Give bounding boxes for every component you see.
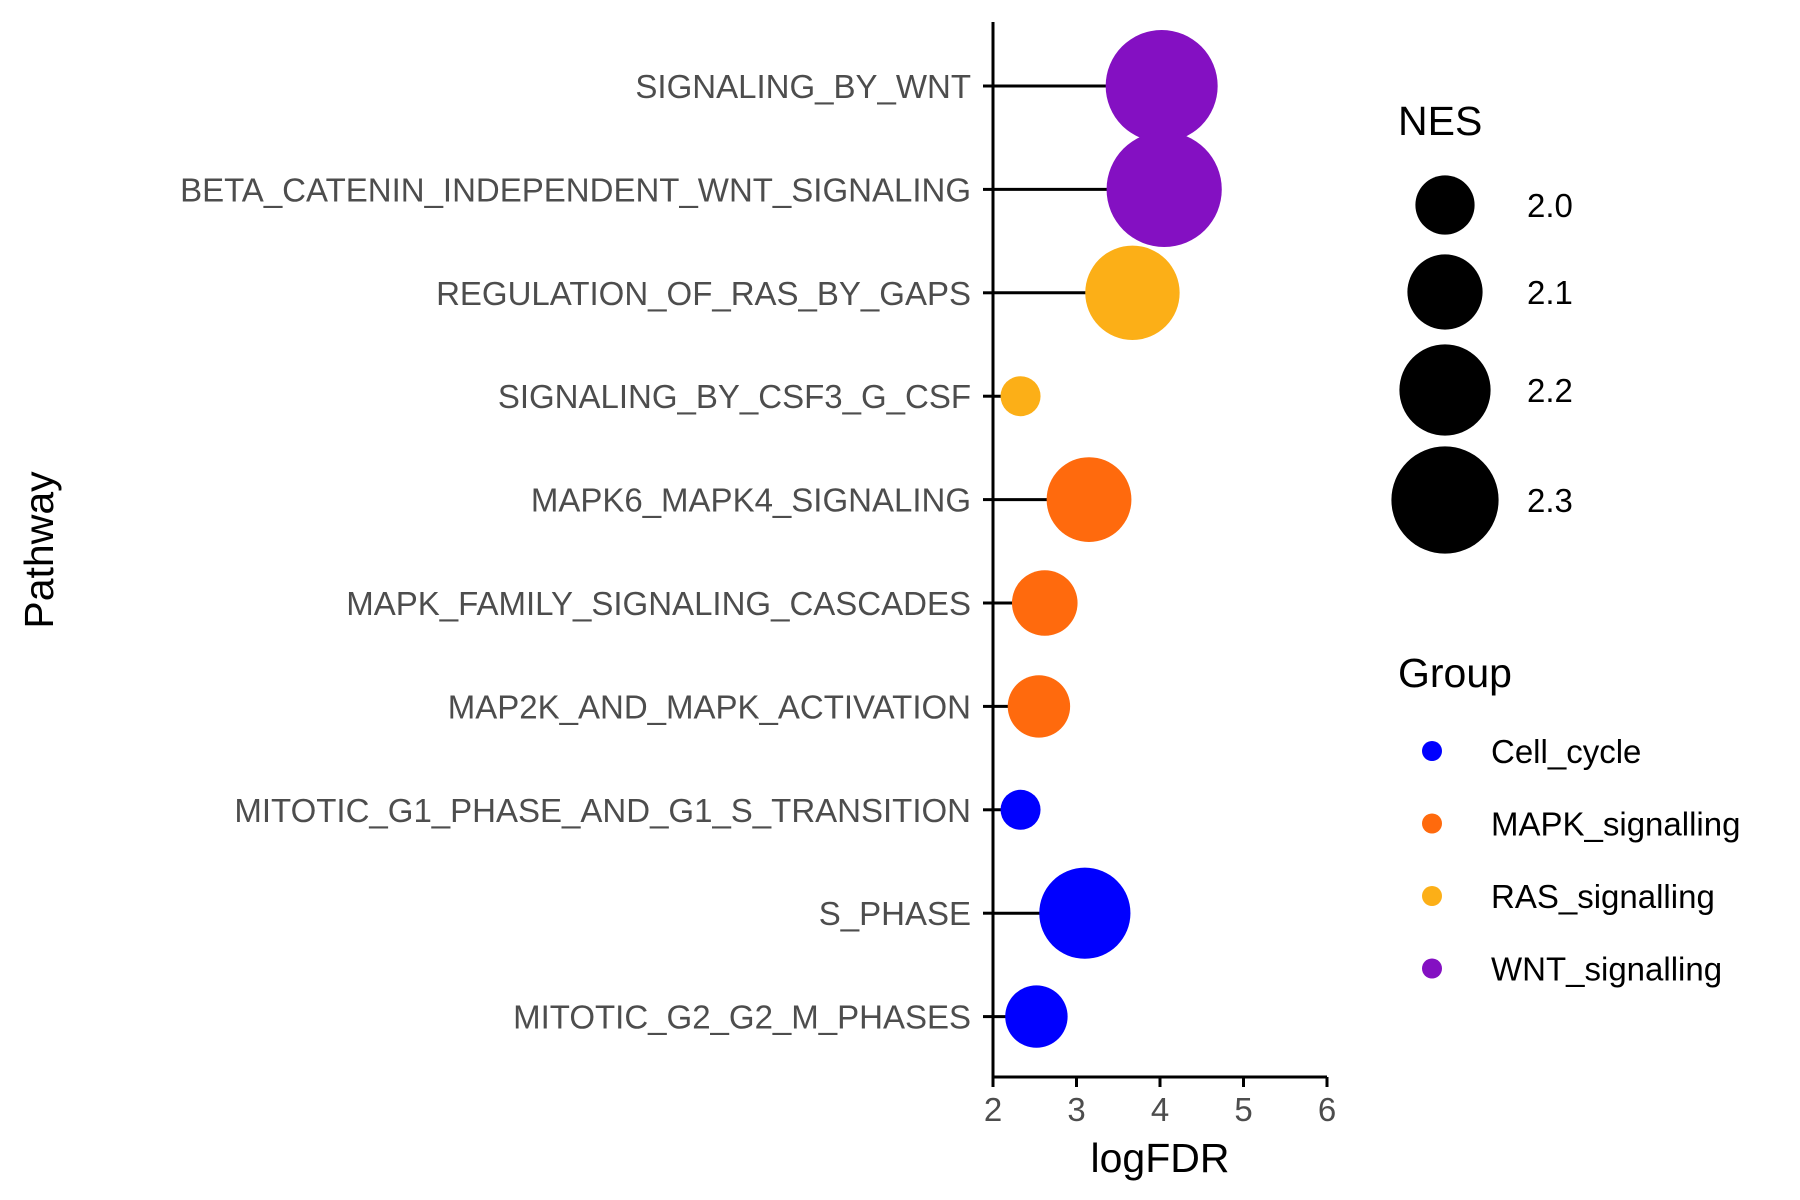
y-tick-label: BETA_CATENIN_INDEPENDENT_WNT_SIGNALING (180, 171, 971, 208)
point-mapk-family-signaling-cascades (1011, 570, 1078, 636)
size-legend-key (1407, 254, 1483, 330)
x-tick-label: 6 (1318, 1091, 1336, 1128)
size-legend-key (1391, 446, 1499, 554)
point-s-phase (1039, 867, 1131, 959)
point-mitotic-g2-g2-m-phases (1005, 985, 1068, 1048)
x-axis-title: logFDR (1091, 1135, 1230, 1181)
y-axis-title: Pathway (16, 471, 62, 629)
y-tick-label: MITOTIC_G1_PHASE_AND_G1_S_TRANSITION (234, 792, 971, 829)
size-legend-title: NES (1398, 98, 1482, 144)
y-tick-label: S_PHASE (819, 895, 971, 932)
color-legend-title: Group (1398, 650, 1512, 696)
size-legend-label: 2.0 (1527, 187, 1573, 224)
point-map2k-and-mapk-activation (1007, 675, 1071, 738)
y-tick-label: MAP2K_AND_MAPK_ACTIVATION (448, 688, 971, 725)
x-tick-label: 3 (1067, 1091, 1085, 1128)
x-tick-label: 4 (1151, 1091, 1169, 1128)
color-legend-label: Cell_cycle (1491, 733, 1641, 770)
size-legend-label: 2.1 (1527, 274, 1573, 311)
axes-layer: SIGNALING_BY_WNT BETA_CATENIN_INDEPENDENT… (16, 22, 1336, 1181)
size-legend-label: 2.3 (1527, 482, 1573, 519)
size-legend-key (1415, 175, 1475, 235)
color-legend-label: WNT_signalling (1491, 951, 1722, 988)
size-legend-label: 2.2 (1527, 372, 1573, 409)
color-legend-key-wnt-signalling (1422, 958, 1442, 979)
y-tick-label: SIGNALING_BY_WNT (635, 68, 971, 105)
color-legend-label: MAPK_signalling (1491, 806, 1740, 843)
color-legend-label: RAS_signalling (1491, 878, 1715, 915)
points-layer (1000, 30, 1222, 1048)
color-legend-key-mapk-signalling (1422, 813, 1442, 834)
point-signaling-by-csf3-g-csf (1000, 376, 1041, 417)
x-tick-label: 5 (1234, 1091, 1252, 1128)
x-tick-label: 2 (984, 1091, 1002, 1128)
point-mitotic-g1-phase-and-g1-s-transition (1000, 789, 1041, 830)
point-mapk6-mapk4-signaling (1046, 457, 1132, 542)
color-legend-key-cell-cycle (1422, 741, 1442, 761)
y-tick-label: REGULATION_OF_RAS_BY_GAPS (436, 275, 971, 312)
y-tick-label: SIGNALING_BY_CSF3_G_CSF (498, 378, 971, 415)
point-signaling-by-wnt (1105, 30, 1218, 142)
legends-layer: NES 2.0 2.1 2.2 2.3 Group Cell_cycle MAPK_signa… (1391, 98, 1740, 988)
size-legend-key (1399, 344, 1491, 436)
y-tick-label: MAPK_FAMILY_SIGNALING_CASCADES (346, 585, 971, 622)
y-tick-label: MAPK6_MAPK4_SIGNALING (531, 482, 971, 519)
point-regulation-of-ras-by-gaps (1085, 245, 1180, 340)
point-beta-catenin-independent-wnt-signaling (1106, 131, 1222, 247)
color-legend-key-ras-signalling (1422, 886, 1442, 906)
y-tick-label: MITOTIC_G2_G2_M_PHASES (513, 999, 971, 1036)
